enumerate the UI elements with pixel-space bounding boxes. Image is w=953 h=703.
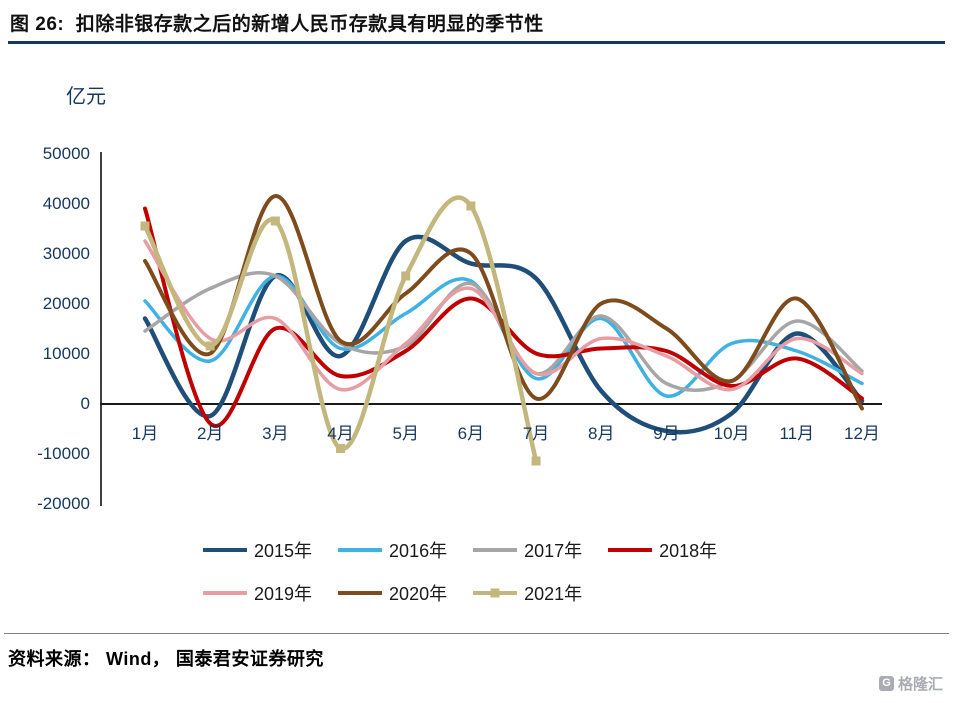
y-axis-tick-labels: 50000 40000 30000 20000 10000 0 -10000 -20000 (0, 0, 90, 703)
legend-row: 2019年 2020年 2021年 (203, 580, 717, 606)
y-tick-20000: 20000 (42, 293, 90, 313)
legend-swatch-2015年 (203, 548, 247, 552)
legend-label-2017年: 2017年 (524, 541, 583, 561)
legend-swatch-2018年 (608, 548, 653, 552)
series-marker-2021年-3月 (270, 216, 280, 226)
series-marker-2021年-1月 (140, 221, 150, 231)
series-marker-2021年-7月 (531, 456, 541, 466)
legend-item-2015年: 2015年 (203, 537, 312, 563)
series-marker-2021年-6月 (466, 201, 476, 211)
title-underline (8, 41, 945, 44)
series-marker-2021年-5月 (401, 271, 411, 281)
legend-label-2019年: 2019年 (254, 584, 313, 604)
legend-swatch-2021年 (473, 588, 518, 598)
watermark-text: 格隆汇 (897, 676, 943, 693)
legend-item-2020年: 2020年 (338, 580, 447, 606)
y-tick--20000: -20000 (37, 493, 90, 513)
series-line-2015年 (142, 234, 865, 435)
legend-swatch-2020年 (338, 591, 383, 595)
legend-swatch-2019年 (203, 591, 247, 595)
legend-item-2017年: 2017年 (473, 537, 582, 563)
series-line-2020年 (143, 194, 864, 411)
data-source-text: 资料来源： Wind， 国泰君安证券研究 (8, 649, 324, 669)
legend-row: 2015年 2016年 2017年 2018年 (203, 537, 717, 563)
legend-item-2018年: 2018年 (608, 537, 717, 563)
series-line-2021年 (142, 195, 539, 464)
footer-divider (4, 633, 949, 634)
legend-item-2016年: 2016年 (338, 537, 447, 563)
y-tick-0: 0 (80, 393, 90, 413)
series-marker-2021年-4月 (336, 444, 346, 453)
chart-legend: 2015年 2016年 2017年 2018年 2019年 2020年 2021年 (203, 537, 717, 606)
legend-item-2021年: 2021年 (473, 580, 582, 606)
gelonghui-logo-icon: G (878, 676, 894, 691)
legend-marker-2021年 (490, 588, 500, 598)
series-marker-2021年-2月 (205, 341, 215, 351)
legend-swatch-2017年 (473, 548, 518, 552)
y-tick--10000: -10000 (37, 443, 90, 463)
legend-label-2020年: 2020年 (389, 584, 448, 604)
legend-swatch-2016年 (338, 548, 383, 552)
y-tick-30000: 30000 (42, 243, 90, 263)
y-tick-40000: 40000 (42, 193, 90, 213)
legend-item-2019年: 2019年 (203, 580, 312, 606)
y-tick-10000: 10000 (42, 343, 90, 363)
legend-label-2015年: 2015年 (254, 541, 313, 561)
series-line-2019年 (143, 239, 864, 392)
series-line-2018年 (143, 206, 864, 428)
figure-title: 图 26: 扣除非银存款之后的新增人民币存款具有明显的季节性 (10, 14, 544, 35)
y-axis-line (100, 152, 102, 506)
watermark: G 格隆汇 (878, 673, 943, 694)
legend-label-2018年: 2018年 (659, 541, 718, 561)
y-axis-unit-label: 亿元 (66, 86, 106, 108)
legend-label-2021年: 2021年 (524, 584, 583, 604)
y-tick-50000: 50000 (42, 143, 90, 163)
legend-label-2016年: 2016年 (389, 541, 448, 561)
x-axis-zero-line (100, 403, 882, 405)
